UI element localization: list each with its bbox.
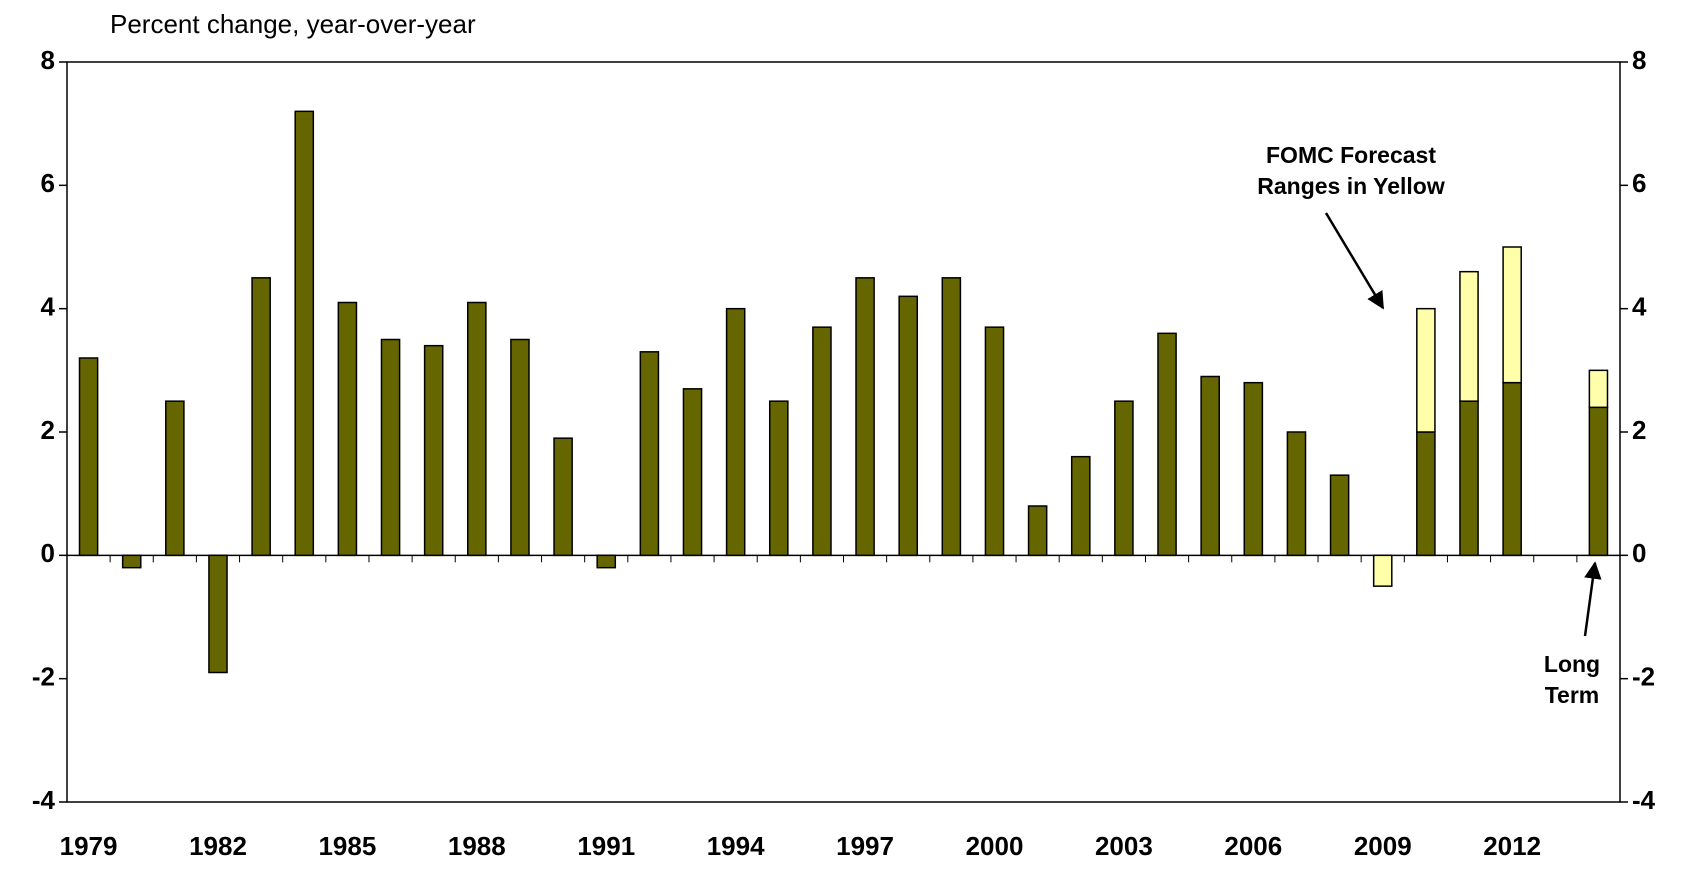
- bar: [78, 357, 99, 557]
- y-tick-label: -4: [32, 785, 56, 815]
- bar: [682, 388, 703, 557]
- x-tick-label: 1994: [707, 831, 765, 861]
- bar: [1459, 270, 1479, 402]
- y2-tick-label: -2: [1632, 662, 1655, 692]
- bar: [1157, 332, 1177, 557]
- x-tick-label: 2003: [1095, 831, 1153, 861]
- bar: [855, 277, 875, 557]
- bar: [294, 110, 315, 557]
- x-tick-label: 2009: [1354, 831, 1412, 861]
- bar: [898, 295, 919, 557]
- bar: [423, 344, 444, 557]
- arrow: [1583, 561, 1602, 637]
- bar: [1588, 369, 1609, 409]
- bar: [1114, 400, 1134, 557]
- bar: [553, 437, 573, 557]
- bar: [1243, 381, 1264, 557]
- y-axis-title: Percent change, year-over-year: [110, 9, 476, 39]
- bar: [251, 277, 271, 557]
- bar: [467, 301, 487, 557]
- bar: [337, 301, 358, 557]
- y2-tick-label: 4: [1632, 292, 1647, 322]
- bar: [1027, 505, 1048, 557]
- bar: [121, 554, 142, 569]
- bar: [380, 338, 401, 557]
- bar: [941, 277, 962, 557]
- annotation: Term: [1545, 682, 1600, 708]
- annotation: FOMC Forecast: [1266, 142, 1436, 168]
- bar: [768, 400, 789, 557]
- y2-tick-label: -4: [1632, 785, 1656, 815]
- x-tick-label: 2012: [1483, 831, 1541, 861]
- bar: [1329, 474, 1350, 557]
- y2-tick-label: 8: [1632, 45, 1646, 75]
- x-tick-label: 1982: [189, 831, 247, 861]
- bar: [1502, 246, 1522, 384]
- x-tick-label: 1991: [577, 831, 635, 861]
- bar: [165, 400, 185, 557]
- x-tick-label: 1997: [836, 831, 894, 861]
- bar: [1416, 307, 1436, 433]
- y-tick-label: -2: [32, 662, 55, 692]
- annotation: Long: [1544, 651, 1600, 677]
- bar: [1372, 554, 1393, 587]
- x-tick-label: 1988: [448, 831, 506, 861]
- bar: [1070, 455, 1091, 557]
- bar: [1416, 431, 1436, 557]
- y2-tick-label: 6: [1632, 168, 1646, 198]
- bar: [984, 326, 1005, 557]
- x-tick-label: 1985: [318, 831, 376, 861]
- x-tick-label: 2000: [966, 831, 1024, 861]
- bar: [510, 338, 530, 557]
- x-tick-label: 1979: [60, 831, 118, 861]
- bar: [725, 307, 746, 557]
- x-tick-label: 2006: [1224, 831, 1282, 861]
- bar: [208, 554, 228, 674]
- bar: [1588, 406, 1609, 557]
- bar: [596, 554, 617, 569]
- bar: [1200, 375, 1220, 557]
- bar: [1286, 431, 1307, 557]
- y-tick-label: 2: [41, 415, 55, 445]
- arrow: [1324, 212, 1385, 310]
- annotation: Ranges in Yellow: [1257, 173, 1445, 199]
- bar: [639, 351, 660, 557]
- y-tick-label: 6: [41, 168, 55, 198]
- y-tick-label: 4: [41, 292, 56, 322]
- y2-tick-label: 0: [1632, 538, 1646, 568]
- y2-tick-label: 2: [1632, 415, 1646, 445]
- bar: [812, 326, 832, 557]
- y-tick-label: 8: [41, 45, 55, 75]
- y-tick-label: 0: [41, 538, 55, 568]
- bar: [1502, 381, 1522, 557]
- bar: [1459, 400, 1479, 557]
